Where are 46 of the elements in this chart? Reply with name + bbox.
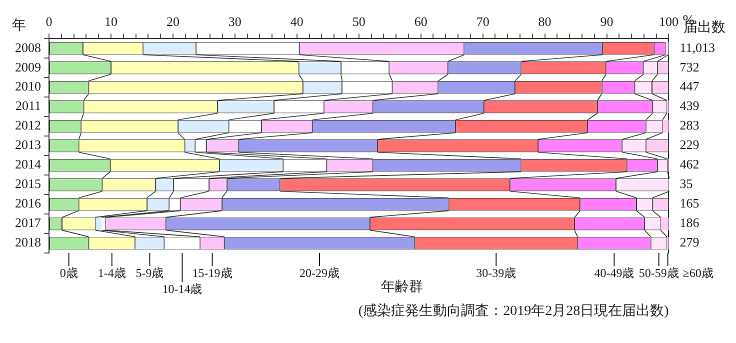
y-tick-label: 2018 bbox=[15, 234, 41, 250]
y-tick-label: 2016 bbox=[15, 196, 42, 211]
y2-tick-label: 186 bbox=[680, 215, 700, 230]
series-label: 1-4歳 bbox=[98, 266, 126, 280]
x-tick-label: 90 bbox=[600, 14, 614, 30]
series-label: 15-19歳 bbox=[192, 266, 232, 280]
x-tick-label: 60 bbox=[414, 14, 428, 30]
y-tick-label: 2008 bbox=[15, 40, 41, 55]
y2-tick-label: 462 bbox=[680, 156, 700, 172]
y-axis-title: 年 bbox=[12, 18, 26, 34]
series-label: 5-9歳 bbox=[136, 266, 164, 280]
y2-tick-label: 165 bbox=[680, 196, 700, 211]
y2-tick-label: 35 bbox=[680, 176, 693, 192]
y-tick-label: 2012 bbox=[15, 118, 41, 133]
y-tick-label: 2013 bbox=[15, 137, 41, 152]
y-tick-label: 2009 bbox=[15, 59, 41, 74]
y2-tick-label: 283 bbox=[680, 118, 700, 133]
y2-tick-label: 447 bbox=[680, 78, 700, 94]
y-tick-label: 2014 bbox=[15, 156, 42, 172]
x-tick-label: 0 bbox=[46, 14, 52, 30]
text: 10-14歳 bbox=[162, 282, 202, 296]
y2-tick-label: 229 bbox=[680, 137, 700, 152]
y2-tick-label: 439 bbox=[680, 98, 700, 114]
x-tick-label: 50 bbox=[352, 14, 366, 30]
x-tick-label: 30 bbox=[228, 14, 242, 30]
series-label: 30-39歳 bbox=[476, 266, 516, 280]
y2-tick-label: 11,013 bbox=[680, 40, 716, 55]
y-tick-label: 2010 bbox=[15, 78, 41, 94]
series-label: 40-49歳 bbox=[594, 266, 634, 280]
y-tick-label: 2011 bbox=[15, 98, 41, 114]
series-label: 20-29歳 bbox=[300, 266, 340, 280]
x-tick-label: 40 bbox=[290, 14, 304, 30]
x-tick-label: 20 bbox=[166, 14, 180, 30]
y-tick-label: 2017 bbox=[15, 215, 42, 230]
legend-title: 年齢群 bbox=[381, 279, 424, 295]
y2-tick-label: 279 bbox=[680, 234, 700, 250]
series-label: 0歳 bbox=[60, 266, 78, 280]
y-tick-label: 2015 bbox=[15, 176, 41, 192]
text: (感染症発生動向調査：2019年2月28日現在届出数) bbox=[358, 303, 670, 319]
series-label: ≥60歳 bbox=[682, 266, 714, 280]
x-tick-label: 70 bbox=[476, 14, 490, 30]
x-tick-label: 80 bbox=[538, 14, 552, 30]
x-tick-label: 10 bbox=[104, 14, 118, 30]
x-tick-label: 100 bbox=[658, 14, 678, 30]
series-label: 50-59歳 bbox=[638, 266, 679, 280]
y2-tick-label: 732 bbox=[680, 59, 700, 74]
